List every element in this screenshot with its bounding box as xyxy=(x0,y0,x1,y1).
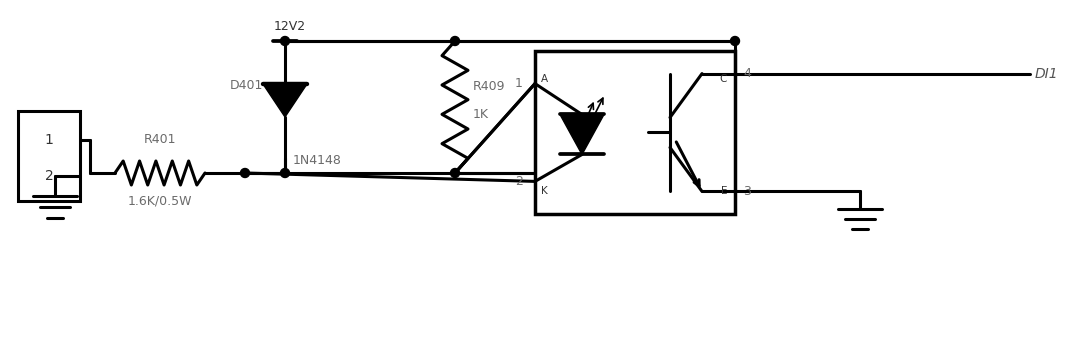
Text: 1: 1 xyxy=(44,133,53,147)
Text: 4: 4 xyxy=(743,67,751,80)
Text: E: E xyxy=(721,186,727,197)
Polygon shape xyxy=(560,115,604,155)
Text: DI1: DI1 xyxy=(1035,66,1059,81)
Circle shape xyxy=(451,36,460,46)
Circle shape xyxy=(281,36,289,46)
Text: 2: 2 xyxy=(515,175,522,188)
Text: C: C xyxy=(720,74,727,84)
Circle shape xyxy=(731,36,739,46)
FancyBboxPatch shape xyxy=(535,51,735,214)
Text: 1N4148: 1N4148 xyxy=(293,155,341,167)
Circle shape xyxy=(241,169,249,177)
Text: D401: D401 xyxy=(230,79,263,92)
FancyBboxPatch shape xyxy=(18,111,80,201)
Polygon shape xyxy=(263,84,307,117)
Text: 12V2: 12V2 xyxy=(274,19,306,33)
Text: 1: 1 xyxy=(515,77,522,90)
Circle shape xyxy=(451,169,460,177)
Text: K: K xyxy=(541,186,547,197)
Text: 3: 3 xyxy=(743,185,751,198)
Text: 2: 2 xyxy=(44,169,53,183)
Circle shape xyxy=(281,169,289,177)
Text: R409: R409 xyxy=(473,81,505,93)
Text: R401: R401 xyxy=(144,134,177,146)
Text: 1K: 1K xyxy=(473,109,489,121)
Text: A: A xyxy=(541,74,549,84)
Text: 1.6K/0.5W: 1.6K/0.5W xyxy=(128,194,192,208)
